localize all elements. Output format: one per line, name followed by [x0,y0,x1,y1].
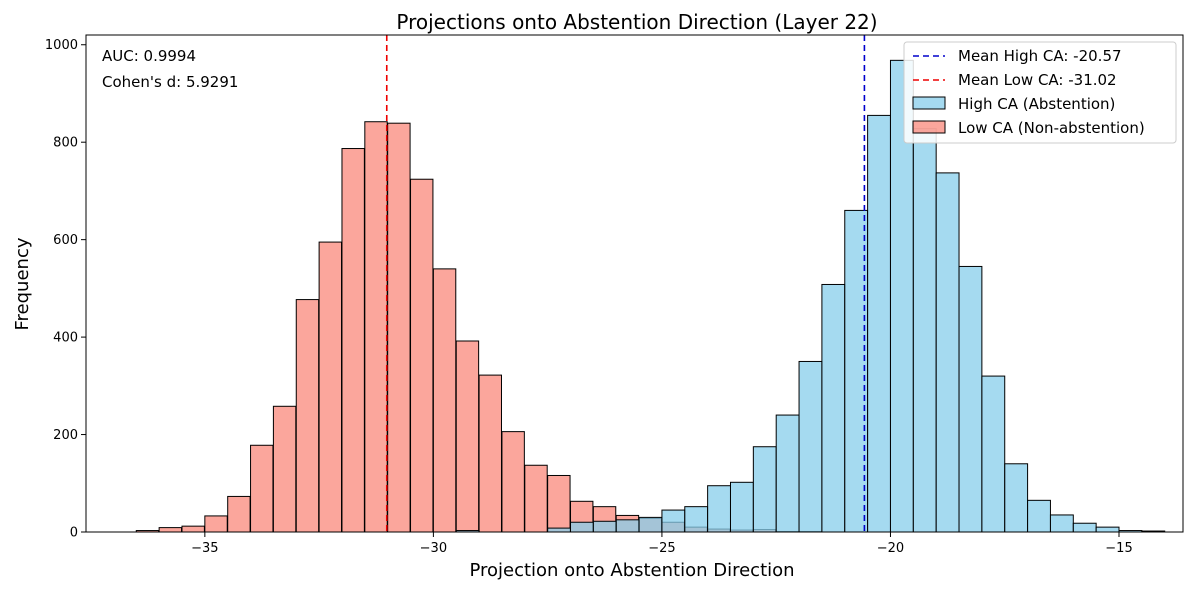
bar-high-ca-17 [912,128,937,533]
bar-high-ca-10 [752,446,777,533]
legend-label-low-ca: Low CA (Non-abstention) [958,119,1145,137]
bar-low-ca-6 [272,405,297,533]
y-tick-label: 600 [53,233,78,248]
bar-high-ca-21 [1004,463,1029,533]
x-axis-label: Projection onto Abstention Direction [469,560,794,581]
bar-low-ca-14 [455,340,480,533]
bar-high-ca-1 [547,527,572,533]
x-axis: −35 −30 −25 −20 −15 [191,532,1133,556]
bar-low-ca-11 [387,122,411,533]
bar-high-ca-5 [638,516,663,533]
bar-high-ca-4 [615,519,640,533]
bar-low-ca-2 [181,525,205,533]
bar-high-ca-23 [1049,514,1074,533]
cohens-d-annotation: Cohen's d: 5.9291 [102,73,238,91]
bar-high-ca-25 [1095,526,1120,533]
legend-label-mean-low: Mean Low CA: -31.02 [958,71,1117,89]
y-axis-label: Frequency [12,237,33,330]
bar-high-ca-9 [729,481,754,533]
bar-high-ca-2 [570,521,594,533]
bar-high-ca-20 [981,375,1006,533]
bar-low-ca-18 [547,474,571,533]
y-axis: 0 200 400 600 800 1000 [45,38,86,541]
bar-high-ca-3 [592,520,617,533]
legend-label-high-ca: High CA (Abstention) [958,95,1115,113]
bar-low-ca-9 [341,148,365,533]
mean-lines-layer [385,35,866,532]
bar-high-ca-18 [935,172,960,533]
bar-low-ca-7 [295,299,320,533]
bar-low-ca-10 [364,121,388,533]
plot-frame [85,34,1184,533]
y-tick-label: 800 [53,136,78,151]
legend-swatch-low-ca [912,120,946,134]
y-tick-label: 0 [70,526,78,541]
legend-label-mean-high: Mean High CA: -20.57 [958,47,1122,65]
bar-high-ca-7 [684,506,709,533]
x-tick-label: −25 [648,541,675,556]
bar-high-ca-19 [958,265,983,533]
x-tick-label: −20 [877,541,904,556]
bar-low-ca-15 [478,374,502,533]
bar-low-ca-8 [318,241,343,533]
bar-high-ca-15 [867,114,891,533]
bar-high-ca-11 [775,414,800,533]
legend: Mean High CA: -20.57 Mean Low CA: -31.02… [903,41,1177,144]
bar-high-ca-6 [661,509,686,533]
bar-low-ca-5 [250,444,274,533]
bar-high-ca-24 [1072,522,1097,533]
x-tick-label: −35 [191,541,218,556]
bar-low-ca-4 [227,495,251,533]
legend-swatch-high-ca [912,96,946,110]
bar-low-ca-1 [158,527,183,533]
y-tick-label: 200 [53,428,78,443]
bar-low-ca-16 [501,431,525,533]
auc-annotation: AUC: 0.9994 [102,47,196,65]
y-tick-label: 400 [53,331,78,346]
bar-low-ca-13 [432,268,457,533]
bar-high-ca-13 [821,283,846,533]
bar-low-ca-17 [524,464,548,533]
chart-title: Projections onto Abstention Direction (L… [396,10,877,34]
x-tick-label: −15 [1105,541,1132,556]
x-tick-label: −30 [420,541,447,556]
legend-box [903,41,1177,144]
y-tick-label: 1000 [45,38,78,53]
series-low-ca [135,121,822,533]
bar-low-ca-3 [204,515,228,533]
bar-high-ca-12 [798,360,823,533]
bar-low-ca-12 [410,178,434,533]
bar-high-ca-22 [1027,499,1051,533]
bar-high-ca-8 [707,485,731,533]
